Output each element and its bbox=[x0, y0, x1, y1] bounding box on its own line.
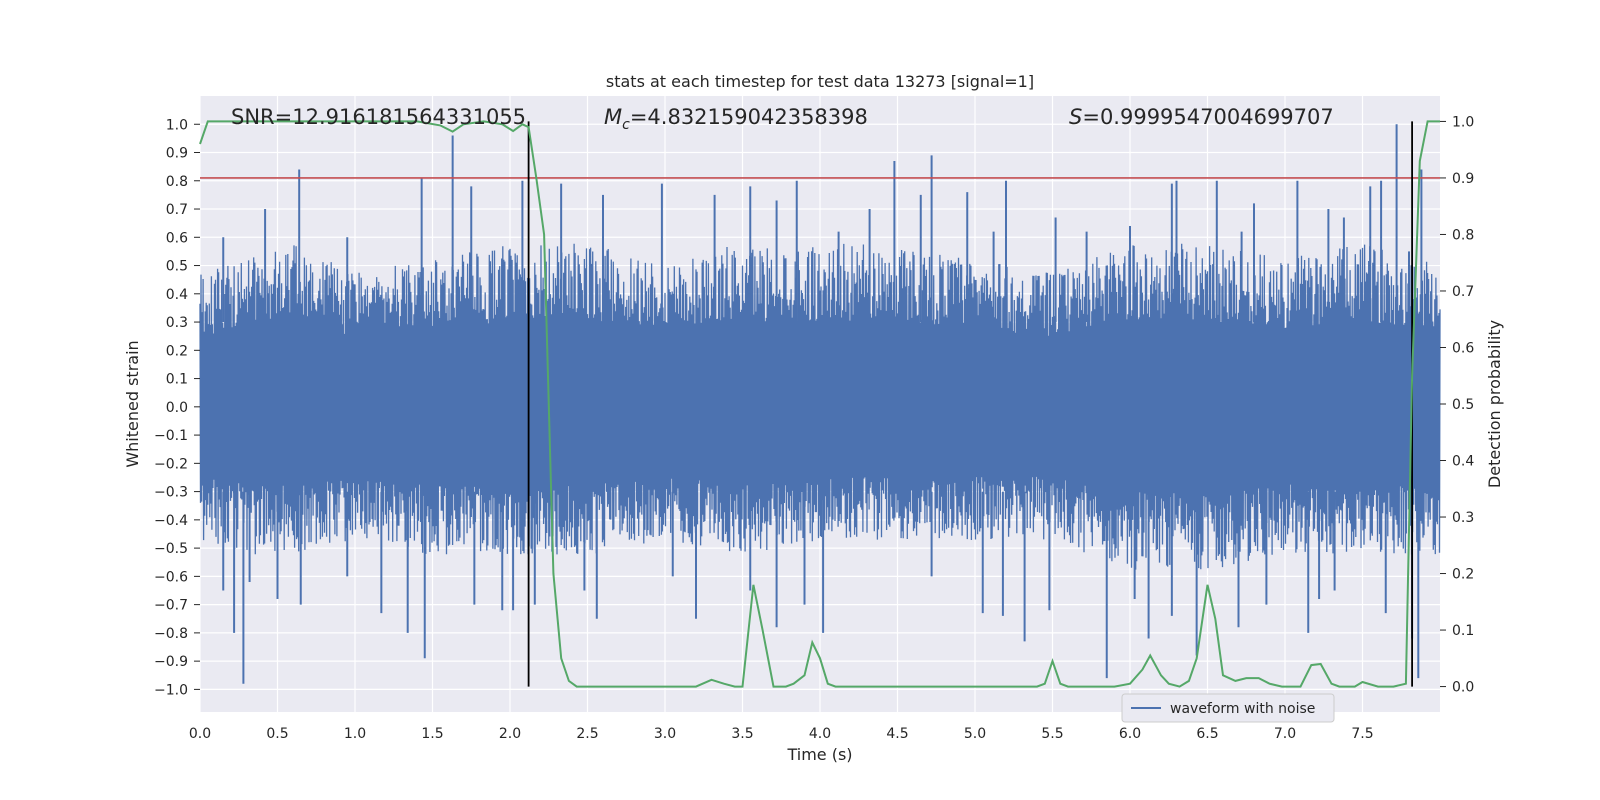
y-right-tick-label: 0.6 bbox=[1452, 340, 1474, 356]
y-right-tick-label: 0.8 bbox=[1452, 227, 1474, 243]
y-left-tick-label: 0.0 bbox=[166, 400, 188, 416]
chart-title: stats at each timestep for test data 132… bbox=[606, 72, 1034, 91]
x-tick-label: 6.5 bbox=[1196, 726, 1218, 742]
y-right-tick-label: 1.0 bbox=[1452, 114, 1474, 130]
x-tick-label: 7.5 bbox=[1351, 726, 1373, 742]
y-left-tick-label: −0.7 bbox=[154, 598, 188, 614]
waveform-trace bbox=[199, 243, 1441, 570]
x-tick-label: 2.0 bbox=[499, 726, 521, 742]
y-right-tick-label: 0.3 bbox=[1452, 510, 1474, 526]
y-left-tick-label: −0.6 bbox=[154, 569, 188, 585]
y-right-tick-label: 0.1 bbox=[1452, 623, 1474, 639]
y-right-tick-label: 0.5 bbox=[1452, 397, 1474, 413]
y-right-axis-label: Detection probability bbox=[1485, 320, 1504, 488]
x-tick-label: 1.0 bbox=[344, 726, 366, 742]
y-left-tick-label: 0.9 bbox=[166, 146, 188, 162]
x-tick-label: 7.0 bbox=[1274, 726, 1296, 742]
x-axis-label: Time (s) bbox=[786, 745, 852, 764]
x-tick-label: 0.0 bbox=[189, 726, 211, 742]
y-left-tick-label: 0.2 bbox=[166, 343, 188, 359]
y-right-tick-label: 0.9 bbox=[1452, 171, 1474, 187]
snr-annotation: SNR=12.916181564331055 bbox=[231, 105, 526, 129]
y-right-tick-label: 0.4 bbox=[1452, 454, 1474, 470]
y-left-tick-label: 0.3 bbox=[166, 315, 188, 331]
y-left-tick-label: 1.0 bbox=[166, 117, 188, 133]
chirp-mass-value: =4.832159042358398 bbox=[630, 105, 868, 129]
y-left-axis-ticks: 1.0 0.9 0.8 0.7 0.6 0.5 0.4 0.3 0.2 0.1 0.0 −0.1 −0.… bbox=[154, 117, 200, 698]
chirp-mass-subscript: c bbox=[622, 117, 630, 133]
y-left-tick-label: 0.4 bbox=[166, 287, 188, 303]
y-left-tick-label: −0.2 bbox=[154, 456, 188, 472]
y-right-axis-ticks: 1.0 0.9 0.8 0.7 0.6 0.5 0.4 0.3 0.2 0.1 0.0 bbox=[1440, 114, 1474, 696]
waveform-core bbox=[200, 350, 1440, 464]
score-value: =0.9999547004699707 bbox=[1082, 105, 1333, 129]
y-left-tick-label: −0.8 bbox=[154, 626, 188, 642]
y-left-tick-label: 0.7 bbox=[166, 202, 188, 218]
y-right-tick-label: 0.0 bbox=[1452, 680, 1474, 696]
y-right-tick-label: 0.2 bbox=[1452, 567, 1474, 583]
y-left-tick-label: −0.3 bbox=[154, 485, 188, 501]
x-tick-label: 4.0 bbox=[809, 726, 831, 742]
x-tick-label: 5.0 bbox=[964, 726, 986, 742]
x-tick-label: 6.0 bbox=[1119, 726, 1141, 742]
y-left-tick-label: −0.1 bbox=[154, 428, 188, 444]
score-annotation: S=0.9999547004699707 bbox=[1069, 105, 1334, 129]
y-left-tick-label: 0.5 bbox=[166, 259, 188, 275]
x-tick-label: 5.5 bbox=[1041, 726, 1063, 742]
x-tick-label: 0.5 bbox=[266, 726, 288, 742]
score-symbol: S bbox=[1069, 105, 1082, 129]
x-tick-label: 3.0 bbox=[654, 726, 676, 742]
x-axis-ticks: 0.0 0.5 1.0 1.5 2.0 2.5 3.0 3.5 4.0 4.5 5.0 5.5 6.0 6… bbox=[189, 726, 1374, 742]
detection-probability-line bbox=[199, 120, 1440, 688]
x-tick-label: 4.5 bbox=[886, 726, 908, 742]
legend: waveform with noise bbox=[1121, 693, 1335, 723]
x-tick-label: 3.5 bbox=[731, 726, 753, 742]
waveform-series bbox=[199, 124, 1441, 684]
probability-series bbox=[199, 120, 1440, 688]
y-left-axis-label: Whitened strain bbox=[123, 340, 142, 467]
x-tick-label: 2.5 bbox=[576, 726, 598, 742]
y-left-tick-label: −0.5 bbox=[154, 541, 188, 557]
y-left-tick-label: 0.8 bbox=[166, 174, 188, 190]
y-right-tick-label: 0.7 bbox=[1452, 284, 1474, 300]
y-left-tick-label: 0.6 bbox=[166, 230, 188, 246]
x-tick-label: 1.5 bbox=[421, 726, 443, 742]
y-left-tick-label: −1.0 bbox=[154, 682, 188, 698]
y-left-tick-label: −0.4 bbox=[154, 513, 188, 529]
chirp-mass-symbol: M bbox=[604, 105, 622, 129]
y-left-tick-label: −0.9 bbox=[154, 654, 188, 670]
legend-label-waveform: waveform with noise bbox=[1170, 701, 1315, 717]
legend-box bbox=[1121, 693, 1335, 723]
y-left-tick-label: 0.1 bbox=[166, 372, 188, 388]
chirp-mass-annotation: Mc=4.832159042358398 bbox=[604, 105, 868, 133]
